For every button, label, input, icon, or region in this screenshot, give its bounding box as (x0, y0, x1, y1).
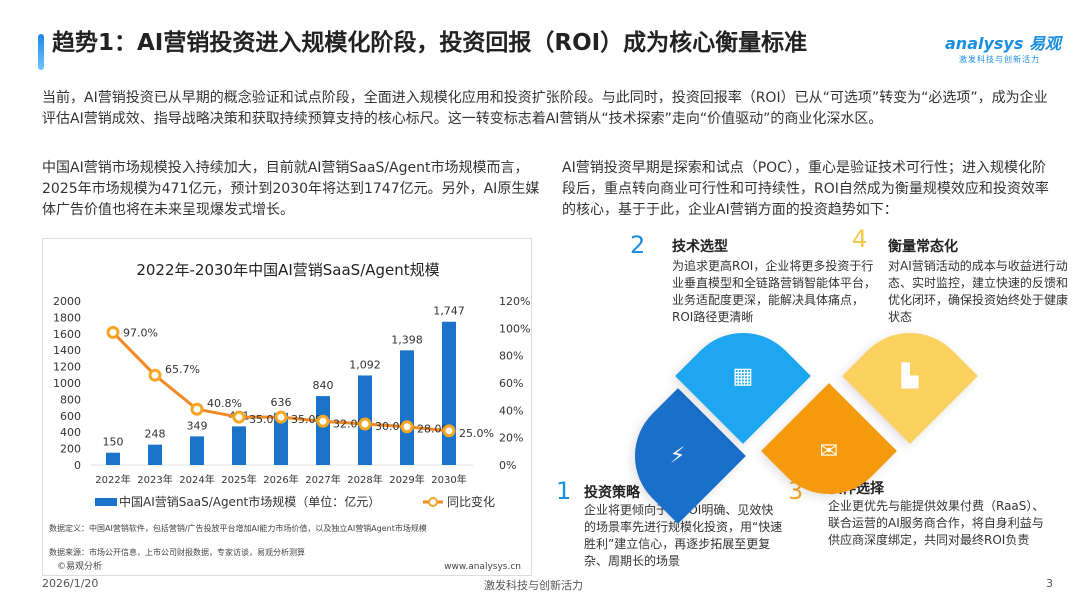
legend-bar-label: 中国AI营销SaaS/Agent市场规模（单位：亿元） (119, 494, 380, 509)
growth-point (442, 424, 456, 438)
trend-number: 1 (556, 477, 572, 505)
bar (442, 321, 456, 465)
growth-point (358, 417, 372, 431)
chart-note-definition: 数据定义：中国AI营销软件，包括营销/广告投放平台增加AI能力市场价值，以及独立… (49, 523, 427, 533)
trend-number: 2 (630, 231, 646, 259)
left-paragraph: 中国AI营销市场规模投入持续加大，目前就AI营销SaaS/Agent市场规模而言… (42, 160, 540, 218)
growth-point (274, 410, 288, 424)
trend-description: 企业更优先与能提供效果付费（RaaS）、联合运营的AI服务商合作，将自身利益与供… (828, 499, 1045, 547)
trend-title: 投资策略 (584, 485, 640, 501)
growth-point (316, 414, 330, 428)
logo-brand: analysys 易观 (945, 34, 1061, 53)
brain-bolt-icon: ⚡ (670, 443, 686, 469)
trend-title: 技术选型 (672, 239, 728, 255)
x-tick: 2026年 (263, 473, 298, 486)
x-tick: 2025年 (221, 473, 256, 486)
trend-description: 对AI营销活动的成本与收益进行动态、实时监控，建立快速的反馈和优化闭环，确保投资… (888, 259, 1069, 324)
bar-label: 248 (145, 428, 166, 441)
trend-description: 为追求更高ROI，企业将更多投资于行业垂直模型和全链路营销智能体平台，业务适配度… (672, 259, 877, 324)
y-left-tick: 2000 (53, 295, 81, 308)
legend-line-marker (428, 497, 438, 507)
y-left-tick: 1600 (53, 328, 81, 341)
y-right-tick: 20% (499, 432, 523, 445)
trend-title: 衡量常态化 (888, 239, 958, 255)
chart-website: www.analysys.cn (444, 562, 521, 572)
title-accent-bar (38, 34, 44, 70)
footer-slogan: 激发科技与创新活力 (484, 579, 583, 592)
growth-point (190, 402, 204, 416)
bar (106, 452, 120, 465)
page-title: 趋势1：AI营销投资进入规模化阶段，投资回报（ROI）成为核心衡量标准 (52, 30, 808, 56)
bar (274, 412, 288, 465)
bar (148, 444, 162, 465)
trend-4: 4 (852, 226, 867, 252)
bar (316, 396, 330, 465)
y-left-tick: 1400 (53, 344, 81, 357)
y-left-tick: 1800 (53, 311, 81, 324)
x-tick: 2028年 (347, 473, 382, 486)
chart-copyright: ©易观分析 (57, 560, 102, 572)
y-right-tick: 120% (499, 295, 530, 308)
y-left-tick: 200 (60, 443, 81, 456)
logo: analysys 易观 激发科技与创新活力 (945, 30, 1070, 65)
trend-number: 4 (852, 225, 868, 253)
y-left-tick: 800 (60, 393, 81, 406)
right-paragraph: AI营销投资早期是探索和试点（POC），重心是验证技术可行性；进入规模化阶段后，… (562, 160, 1049, 218)
footer-date: 2026/1/20 (42, 577, 99, 590)
growth-point (148, 368, 162, 382)
growth-label: 25.0% (459, 427, 494, 440)
chart-note-source: 数据来源：市场公开信息，上市公司财报数据，专家访谈，易观分析测算 (49, 547, 305, 557)
growth-label: 40.8% (207, 397, 242, 410)
logo-slogan: 激发科技与创新活力 (959, 55, 1040, 64)
y-right-tick: 80% (499, 350, 523, 363)
y-left-tick: 1000 (53, 377, 81, 390)
growth-label: 97.0% (123, 326, 158, 339)
bar-label: 1,398 (391, 333, 423, 346)
trend-2: 2 (630, 232, 645, 258)
y-right-tick: 100% (499, 322, 530, 335)
intro-paragraph: 当前，AI营销投资已从早期的概念验证和试点阶段，全面进入规模化应用和投资扩张阶段… (42, 90, 1048, 127)
calendar-icon: ▦ (732, 363, 754, 389)
bar-label: 150 (103, 436, 124, 449)
growth-point (400, 420, 414, 434)
bar-label: 1,747 (433, 305, 465, 318)
y-right-tick: 60% (499, 377, 523, 390)
bar-label: 840 (313, 379, 334, 392)
growth-label: 65.7% (165, 363, 200, 376)
growth-point (232, 410, 246, 424)
chart-title: 2022年-2030年中国AI营销SaaS/Agent规模 (136, 261, 439, 279)
x-tick: 2027年 (305, 473, 340, 486)
trend-1: 1 (556, 478, 571, 504)
x-tick: 2022年 (95, 473, 130, 486)
y-left-tick: 400 (60, 426, 81, 439)
bar-label: 349 (187, 419, 208, 432)
x-tick: 2023年 (137, 473, 172, 486)
page-number: 3 (1046, 577, 1053, 590)
growth-point (106, 325, 120, 339)
chart-panel: 2022年-2030年中国AI营销SaaS/Agent规模 0 200 400 600… (42, 238, 532, 576)
steps-icon: ▙ (901, 363, 919, 389)
y-right-tick: 0% (499, 459, 516, 472)
y-left-tick: 1200 (53, 361, 81, 374)
y-left-tick: 0 (74, 459, 81, 472)
bar-label: 1,092 (349, 358, 381, 371)
y-right-tick: 40% (499, 404, 523, 417)
legend-bar-swatch (95, 498, 117, 506)
bar (232, 426, 246, 465)
x-tick: 2024年 (179, 473, 214, 486)
x-tick: 2029年 (389, 473, 424, 486)
growth-label: 32.0% (333, 417, 368, 430)
chat-clock-icon: ✉ (819, 438, 839, 464)
bar (190, 436, 204, 465)
growth-label: 30.0% (375, 420, 410, 433)
bar (400, 350, 414, 465)
bar-label: 636 (271, 396, 292, 409)
market-size-chart: 2022年-2030年中国AI营销SaaS/Agent规模 0 200 400 600… (49, 261, 530, 572)
legend-line-label: 同比变化 (447, 494, 495, 509)
y-left-tick: 600 (60, 410, 81, 423)
x-tick: 2030年 (431, 473, 466, 486)
